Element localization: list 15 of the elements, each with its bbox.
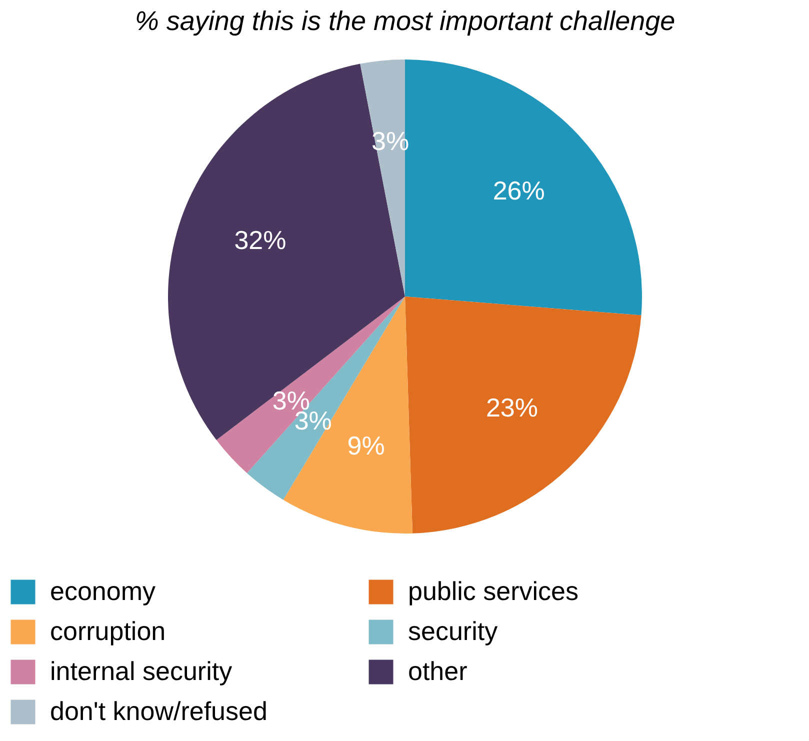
legend-label: don't know/refused — [50, 696, 268, 726]
legend-label: public services — [408, 576, 579, 606]
pie-slice — [246, 296, 405, 500]
legend-label: internal security — [50, 656, 232, 686]
legend-label: other — [408, 656, 468, 686]
chart-title: % saying this is the most important challenge — [134, 6, 676, 36]
pie-slice — [405, 296, 642, 534]
data-label: 32% — [234, 225, 286, 256]
data-label: 9% — [347, 430, 385, 461]
legend-label: economy — [50, 576, 156, 606]
pie-slice — [216, 296, 405, 474]
data-label: 23% — [486, 392, 538, 423]
legend-label: corruption — [50, 616, 166, 646]
legend-label: security — [408, 616, 498, 646]
data-label: 26% — [492, 175, 545, 206]
